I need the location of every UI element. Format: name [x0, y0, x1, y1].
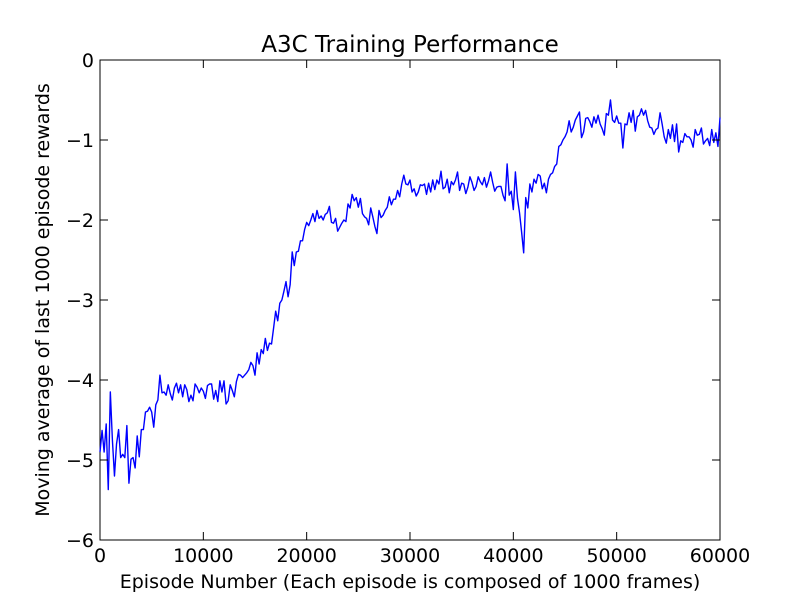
chart-title: A3C Training Performance [261, 32, 559, 58]
x-tick-label: 0 [94, 545, 106, 567]
y-tick-label: −6 [66, 530, 94, 552]
x-tick-label: 20000 [276, 545, 336, 567]
y-tick-label: −5 [66, 450, 94, 472]
x-tick-label: 50000 [586, 545, 646, 567]
x-tick-label: 40000 [483, 545, 543, 567]
tick-label-layer: 0 10000 20000 30000 40000 50000 60000 0 −1 −2 −3 −4… [66, 50, 750, 567]
x-tick-label: 30000 [380, 545, 440, 567]
x-axis-label: Episode Number (Each episode is composed… [120, 571, 701, 593]
y-axis-label: Moving average of last 1000 episode rewa… [32, 83, 54, 517]
x-tick-label: 60000 [690, 545, 750, 567]
plot-area [99, 59, 721, 541]
y-tick-label: −1 [66, 130, 94, 152]
x-tick-label: 10000 [173, 545, 233, 567]
y-tick-label: 0 [82, 50, 94, 72]
tick-layer [99, 59, 721, 541]
y-tick-label: −4 [66, 370, 94, 392]
series-line [99, 99, 721, 491]
y-tick-label: −2 [66, 210, 94, 232]
series-layer [99, 99, 721, 491]
y-tick-label: −3 [66, 290, 94, 312]
